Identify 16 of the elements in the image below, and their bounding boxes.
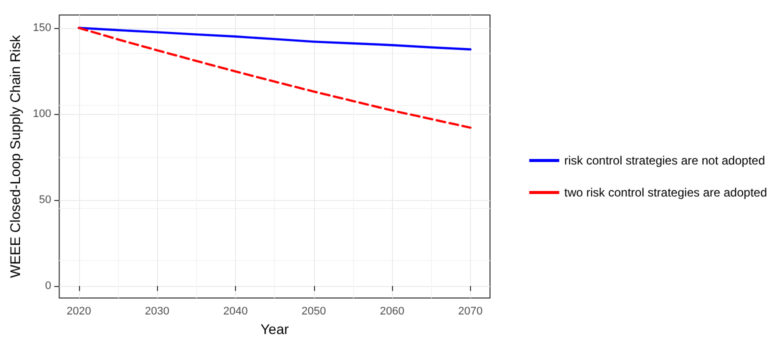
y-tick-label: 50 xyxy=(39,194,52,206)
x-tick-label: 2020 xyxy=(66,306,92,318)
x-tick-label: 2070 xyxy=(458,306,483,318)
legend-label: risk control strategies are not adopted xyxy=(564,154,766,168)
x-tick-label: 2040 xyxy=(223,306,248,318)
x-tick-label: 2050 xyxy=(302,306,326,318)
x-tick-label: 2030 xyxy=(144,306,170,318)
x-tick-label: 2060 xyxy=(380,306,404,318)
y-tick-label: 100 xyxy=(32,108,52,120)
line-series xyxy=(78,26,472,129)
line-series xyxy=(78,26,472,51)
y-axis-title: WEEE Closed-Loop Supply Chain Risk xyxy=(7,34,23,278)
x-axis-title: Year xyxy=(260,321,290,337)
legend-label: two risk control strategies are adopted xyxy=(564,186,768,200)
y-tick-label: 150 xyxy=(32,22,52,34)
y-tick-label: 0 xyxy=(45,280,52,292)
